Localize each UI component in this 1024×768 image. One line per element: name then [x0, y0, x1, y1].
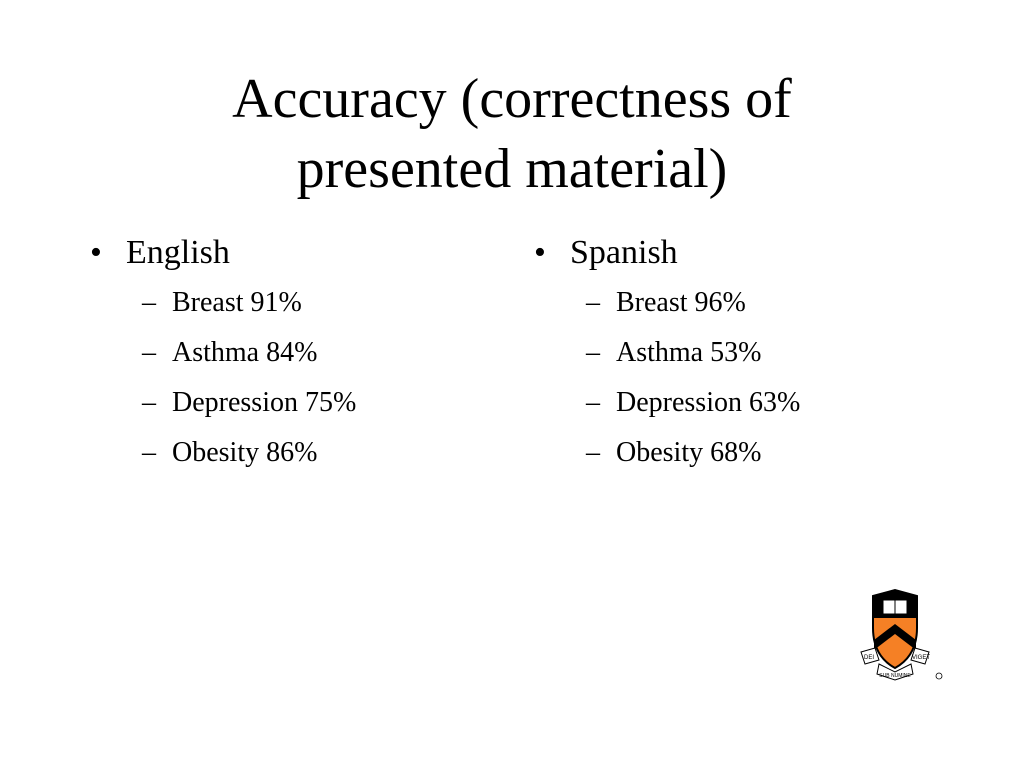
item-text: Depression 63% — [616, 387, 801, 418]
dash: – — [586, 337, 600, 368]
dash: – — [586, 437, 600, 468]
sub-item: – Obesity 86% — [142, 428, 356, 478]
dash: – — [142, 437, 156, 468]
column: • English – Breast 91% – Asthma 84% – Depressio… — [90, 228, 357, 478]
bullet-heading: • Spanish — [534, 228, 800, 278]
sub-item: – Breast 91% — [142, 278, 356, 328]
logo-motto: SUB NUMINE — [879, 673, 911, 679]
dash: – — [586, 287, 600, 318]
item-text: Asthma 53% — [616, 337, 762, 368]
sub-item: – Asthma 53% — [586, 328, 800, 378]
heading-text: Spanish — [570, 234, 678, 271]
column: • Spanish – Breast 96% – Asthma 53% – Depressio… — [534, 228, 801, 478]
title-line: presented material) — [296, 138, 728, 200]
dash: – — [142, 287, 156, 318]
bullet: • — [534, 234, 546, 271]
dash: – — [142, 337, 156, 368]
title-line: Accuracy (correctness of — [232, 68, 792, 130]
item-text: Asthma 84% — [172, 337, 318, 368]
item-text: Breast 96% — [616, 287, 746, 318]
dash: – — [586, 387, 600, 418]
logo-motto: DEI — [864, 655, 874, 661]
item-text: Obesity 86% — [172, 437, 318, 468]
sub-item: – Depression 75% — [142, 378, 357, 428]
sub-item: – Breast 96% — [586, 278, 800, 328]
item-text: Breast 91% — [172, 287, 302, 318]
sub-item: – Obesity 68% — [586, 428, 800, 478]
bullet: • — [90, 234, 102, 271]
item-text: Depression 75% — [172, 387, 357, 418]
dash: – — [142, 387, 156, 418]
bullet-heading: • English — [90, 228, 356, 278]
sub-item: – Depression 63% — [586, 378, 801, 428]
heading-text: English — [126, 234, 230, 271]
logo: DEI SUB NUMINE VIGET — [860, 588, 943, 681]
slide-title: Accuracy (correctness of presented mater… — [0, 64, 1024, 204]
logo-motto: VIGET — [912, 655, 930, 661]
sub-item: – Asthma 84% — [142, 328, 356, 378]
item-text: Obesity 68% — [616, 437, 762, 468]
